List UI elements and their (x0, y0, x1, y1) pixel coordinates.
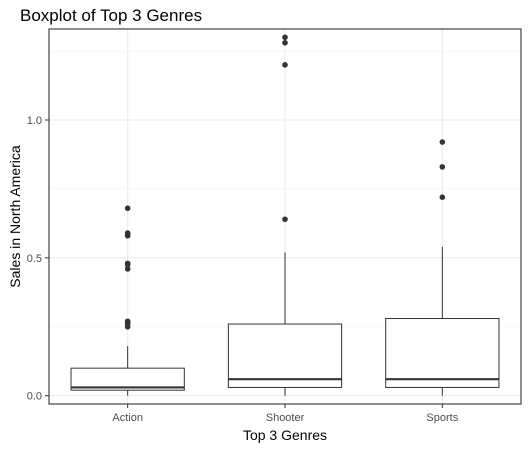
outlier-point (124, 260, 131, 267)
outlier-point (124, 205, 131, 212)
outlier-point (282, 216, 288, 223)
x-tick-label: Action (112, 412, 143, 424)
outlier-point (124, 266, 131, 272)
outlier-point (439, 194, 446, 200)
outlier-point (439, 164, 446, 170)
box-action (70, 367, 185, 391)
outlier-point (282, 39, 288, 46)
y-axis-title: Sales in North America (7, 145, 23, 288)
y-tick-label: 0.0 (27, 391, 42, 403)
outlier-point (124, 230, 131, 236)
outlier-point (124, 318, 131, 325)
box-shooter (227, 323, 343, 388)
chart-title: Boxplot of Top 3 Genres (20, 6, 203, 25)
x-tick-label: Sports (426, 412, 458, 424)
x-tick-label: Shooter (266, 412, 305, 424)
x-axis-title: Top 3 Genres (243, 427, 327, 443)
y-tick-label: 1.0 (27, 115, 42, 127)
box-sports (385, 318, 500, 388)
outlier-point (282, 34, 288, 41)
y-tick-label: 0.5 (27, 253, 42, 265)
outlier-point (282, 62, 288, 68)
outlier-point (439, 139, 446, 145)
